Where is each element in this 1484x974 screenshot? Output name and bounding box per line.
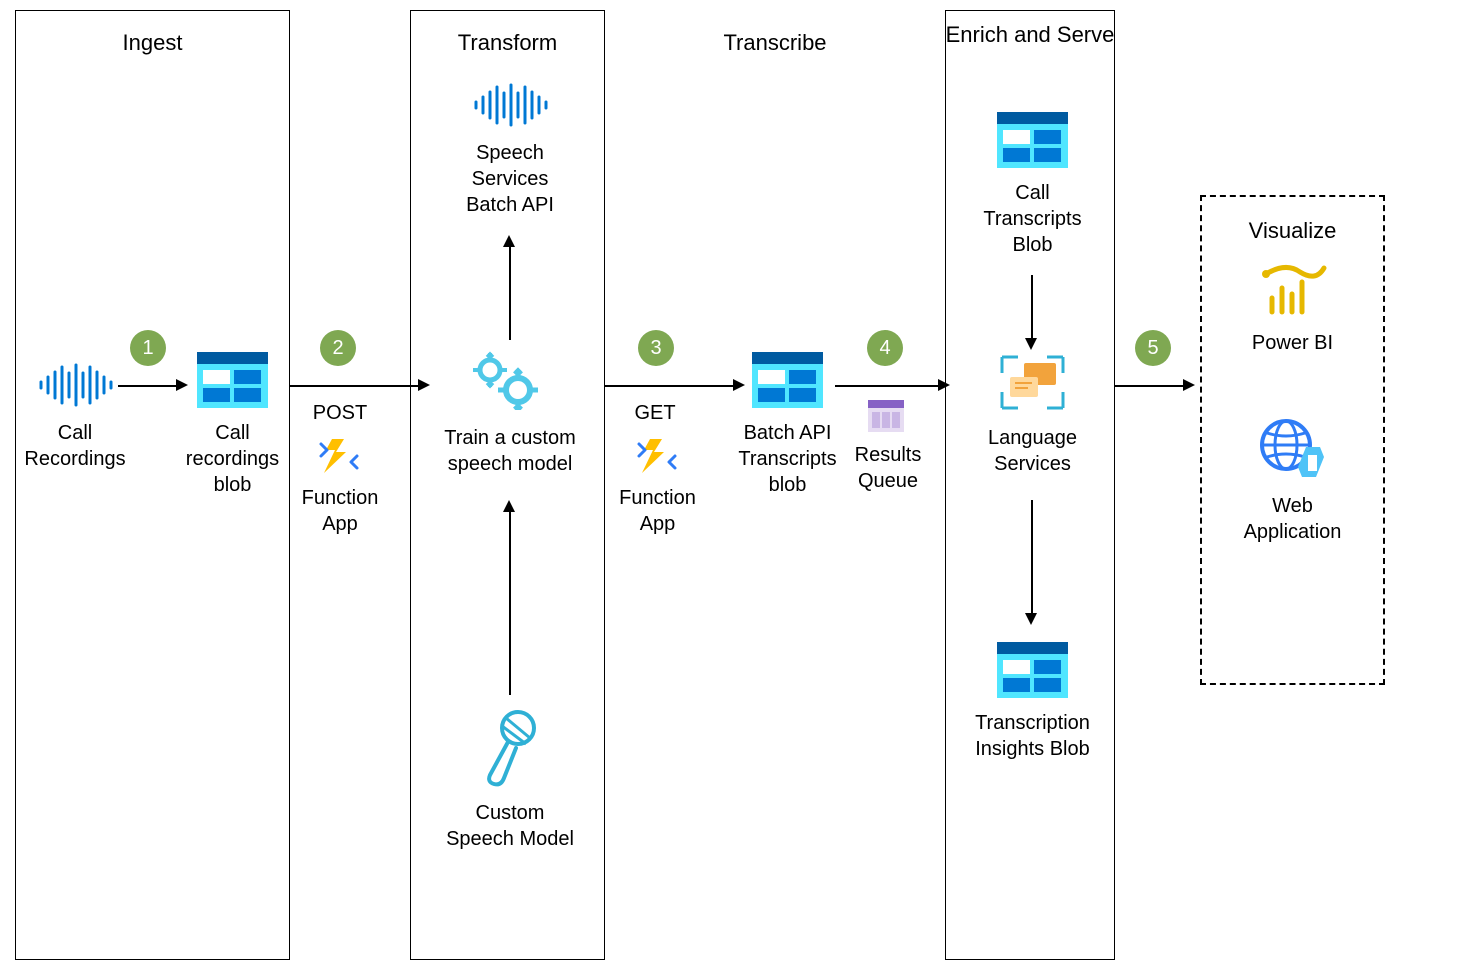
speech-batch-api-label: Speech Services Batch API xyxy=(440,140,580,218)
arrow-custom-up xyxy=(509,510,511,695)
arrow-4-head xyxy=(938,379,950,391)
function-app-2-label: Function App xyxy=(615,485,700,537)
arrow-4 xyxy=(835,385,940,387)
arrow-lang-down xyxy=(1031,500,1033,615)
arrow-2-head xyxy=(418,379,430,391)
insights-blob-label: Transcription Insights Blob xyxy=(960,710,1105,762)
arrow-3-head xyxy=(733,379,745,391)
function-app-icon xyxy=(318,435,360,477)
arrow-trans-down-head xyxy=(1025,338,1037,350)
batch-blob-icon xyxy=(750,350,825,410)
transcripts-blob-label: Call Transcripts Blob xyxy=(965,180,1100,258)
arrow-custom-up-head xyxy=(503,500,515,512)
train-custom-label: Train a custom speech model xyxy=(420,425,600,477)
insights-blob-icon xyxy=(995,640,1070,700)
speech-waveform-icon xyxy=(470,80,550,130)
get-label: GET xyxy=(625,400,685,426)
call-recordings-label: Call Recordings xyxy=(20,420,130,472)
function-app-icon-2 xyxy=(636,435,678,477)
step-3-num: 3 xyxy=(650,337,661,360)
language-services-label: Language Services xyxy=(970,425,1095,477)
arrow-trans-down xyxy=(1031,275,1033,340)
custom-speech-label: Custom Speech Model xyxy=(425,800,595,852)
post-label: POST xyxy=(305,400,375,426)
stage-visualize-title: Visualize xyxy=(1200,218,1385,244)
gears-icon xyxy=(470,350,540,410)
arrow-1-head xyxy=(176,379,188,391)
webapp-label: Web Application xyxy=(1225,493,1360,545)
call-recordings-blob-label: Call recordings blob xyxy=(175,420,290,498)
powerbi-label: Power BI xyxy=(1225,330,1360,356)
powerbi-icon xyxy=(1260,260,1330,320)
step-4-num: 4 xyxy=(879,337,890,360)
arrow-5-head xyxy=(1183,379,1195,391)
arrow-train-up xyxy=(509,245,511,340)
step-5-num: 5 xyxy=(1147,337,1158,360)
transcripts-blob-icon xyxy=(995,110,1070,170)
results-queue-label: Results Queue xyxy=(848,442,928,494)
step-5-badge: 5 xyxy=(1135,330,1171,366)
language-services-icon xyxy=(1000,355,1065,410)
stage-transform-title: Transform xyxy=(410,30,605,56)
step-3-badge: 3 xyxy=(638,330,674,366)
arrow-1 xyxy=(118,385,178,387)
stage-ingest-title: Ingest xyxy=(15,30,290,56)
batch-blob-label: Batch API Transcripts blob xyxy=(725,420,850,498)
step-1-badge: 1 xyxy=(130,330,166,366)
arrow-2 xyxy=(290,385,420,387)
step-2-num: 2 xyxy=(332,337,343,360)
stage-enrich-title: Enrich and Serve xyxy=(945,22,1115,48)
step-4-badge: 4 xyxy=(867,330,903,366)
arrow-lang-down-head xyxy=(1025,613,1037,625)
function-app-label: Function App xyxy=(300,485,380,537)
microphone-icon xyxy=(480,710,540,790)
stage-transcribe-title: Transcribe xyxy=(695,30,855,56)
waveform-icon xyxy=(35,360,115,410)
arrow-train-up-head xyxy=(503,235,515,247)
arrow-5 xyxy=(1115,385,1185,387)
step-2-badge: 2 xyxy=(320,330,356,366)
queue-icon xyxy=(866,398,906,434)
webapp-icon xyxy=(1258,415,1330,483)
storage-blob-icon xyxy=(195,350,270,410)
arrow-3 xyxy=(605,385,735,387)
step-1-num: 1 xyxy=(142,337,153,360)
